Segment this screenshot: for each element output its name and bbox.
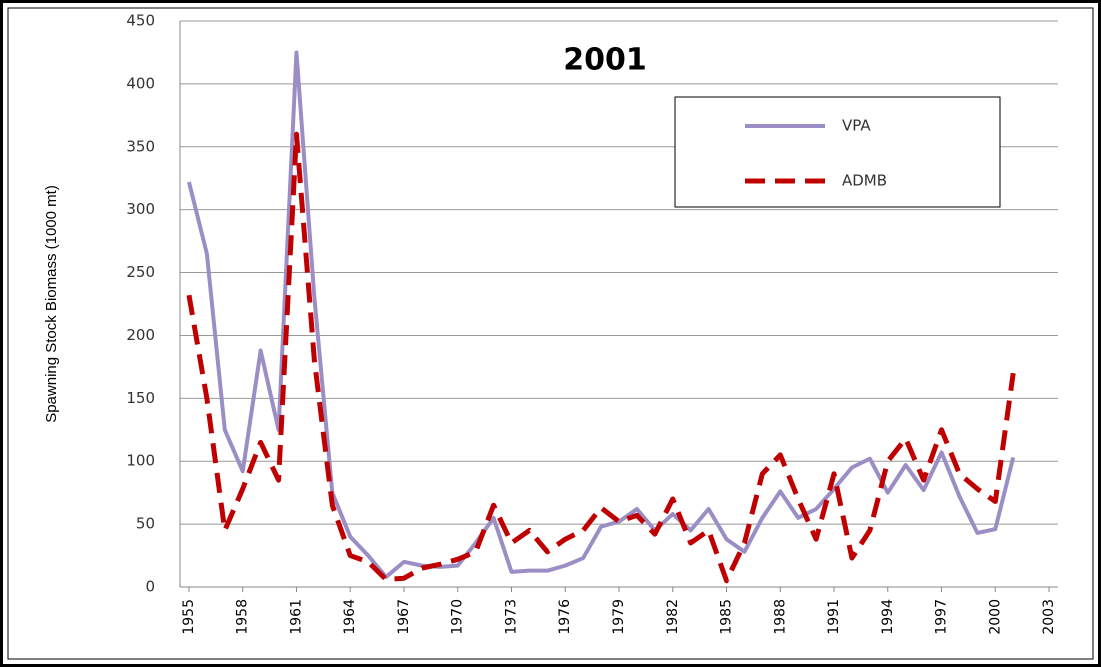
y-tick-label: 250: [126, 263, 155, 281]
y-axis-label: Spawning Stock Biomass (1000 mt): [43, 185, 60, 423]
y-tick-label: 350: [126, 137, 155, 155]
y-tick-label: 400: [126, 74, 155, 92]
series-line: [186, 131, 1016, 584]
y-tick-label: 150: [126, 389, 155, 407]
x-tick-label: 1994: [880, 599, 896, 635]
legend-box: [674, 96, 1001, 208]
x-tick-label: 1985: [719, 599, 735, 635]
x-tick-label: 1988: [772, 599, 788, 635]
legend-label: ADMB: [842, 172, 887, 190]
y-tick-label: 100: [126, 452, 155, 470]
x-tick-label: 1979: [611, 599, 627, 635]
x-tick-label: 1958: [235, 599, 251, 635]
x-tick-label: 1997: [934, 599, 950, 635]
legend-label: VPA: [842, 117, 871, 135]
y-tick-label: 0: [145, 578, 155, 596]
x-tick-label: 1982: [665, 599, 681, 635]
y-tick-label: 300: [126, 200, 155, 218]
x-tick-label: 1970: [450, 599, 466, 635]
x-tick-label: 2003: [1041, 599, 1057, 635]
x-tick-label: 1964: [342, 599, 358, 635]
x-tick-label: 1967: [396, 599, 412, 635]
series-line: [187, 50, 1016, 579]
y-tick-label: 450: [126, 12, 155, 30]
y-tick-label: 200: [126, 326, 155, 344]
chart-title: 2001: [563, 43, 647, 78]
inner-frame: [7, 7, 1094, 660]
x-tick-label: 1955: [181, 599, 197, 635]
x-tick-label: 1973: [503, 599, 519, 635]
x-tick-label: 1961: [288, 599, 304, 635]
x-tick-label: 1976: [557, 599, 573, 635]
y-tick-label: 50: [136, 515, 155, 533]
x-tick-label: 2000: [987, 599, 1003, 635]
x-tick-label: 1991: [826, 599, 842, 635]
